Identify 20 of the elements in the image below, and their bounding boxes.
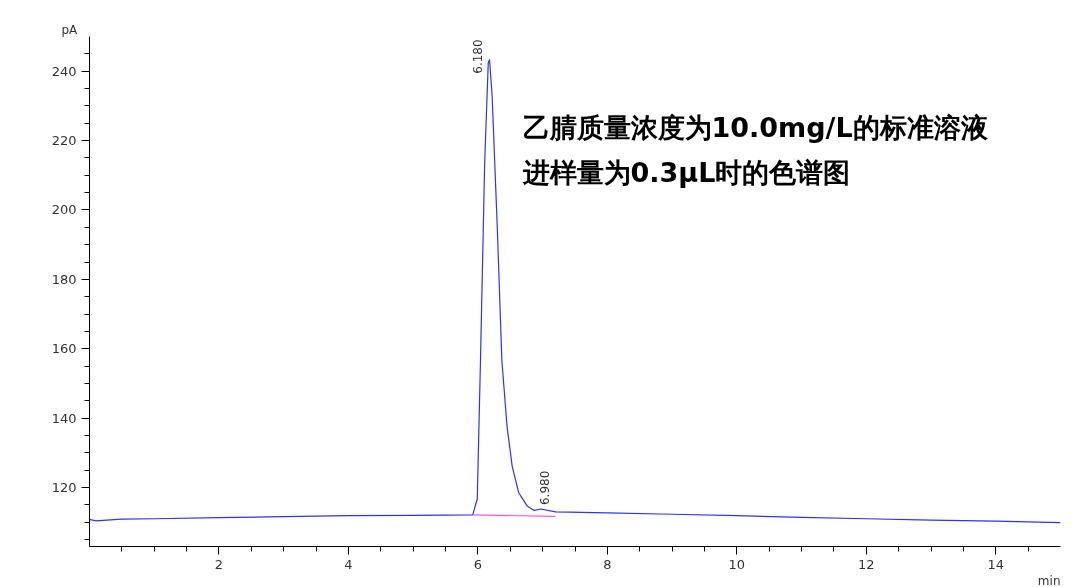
y-tick-label: 140	[51, 410, 77, 426]
x-tick-label: 12	[858, 556, 875, 572]
x-tick-label: 6	[473, 556, 483, 572]
x-tick-label: 14	[987, 556, 1005, 572]
x-axis-title: min	[1037, 573, 1061, 587]
y-tick-label: 220	[51, 133, 77, 149]
x-tick-label: 8	[603, 556, 612, 572]
y-tick-label: 120	[51, 480, 77, 496]
y-tick-label: 180	[51, 271, 77, 287]
x-tick-label: 4	[344, 556, 353, 572]
annotation: 6.180	[471, 39, 486, 74]
y-tick-label: 200	[51, 202, 77, 218]
x-tick-label: 2	[214, 556, 224, 572]
y-tick-label: 160	[51, 341, 77, 357]
y-tick-label: 240	[51, 63, 77, 79]
y-axis-title: pA	[61, 22, 79, 37]
text: 进样量为0.3μL时的色谱图	[521, 156, 851, 188]
text: 乙腈质量浓度为10.0mg/L的标准溶液	[522, 111, 989, 143]
annotation: 6.980	[538, 470, 553, 506]
x-tick-label: 10	[728, 556, 746, 572]
